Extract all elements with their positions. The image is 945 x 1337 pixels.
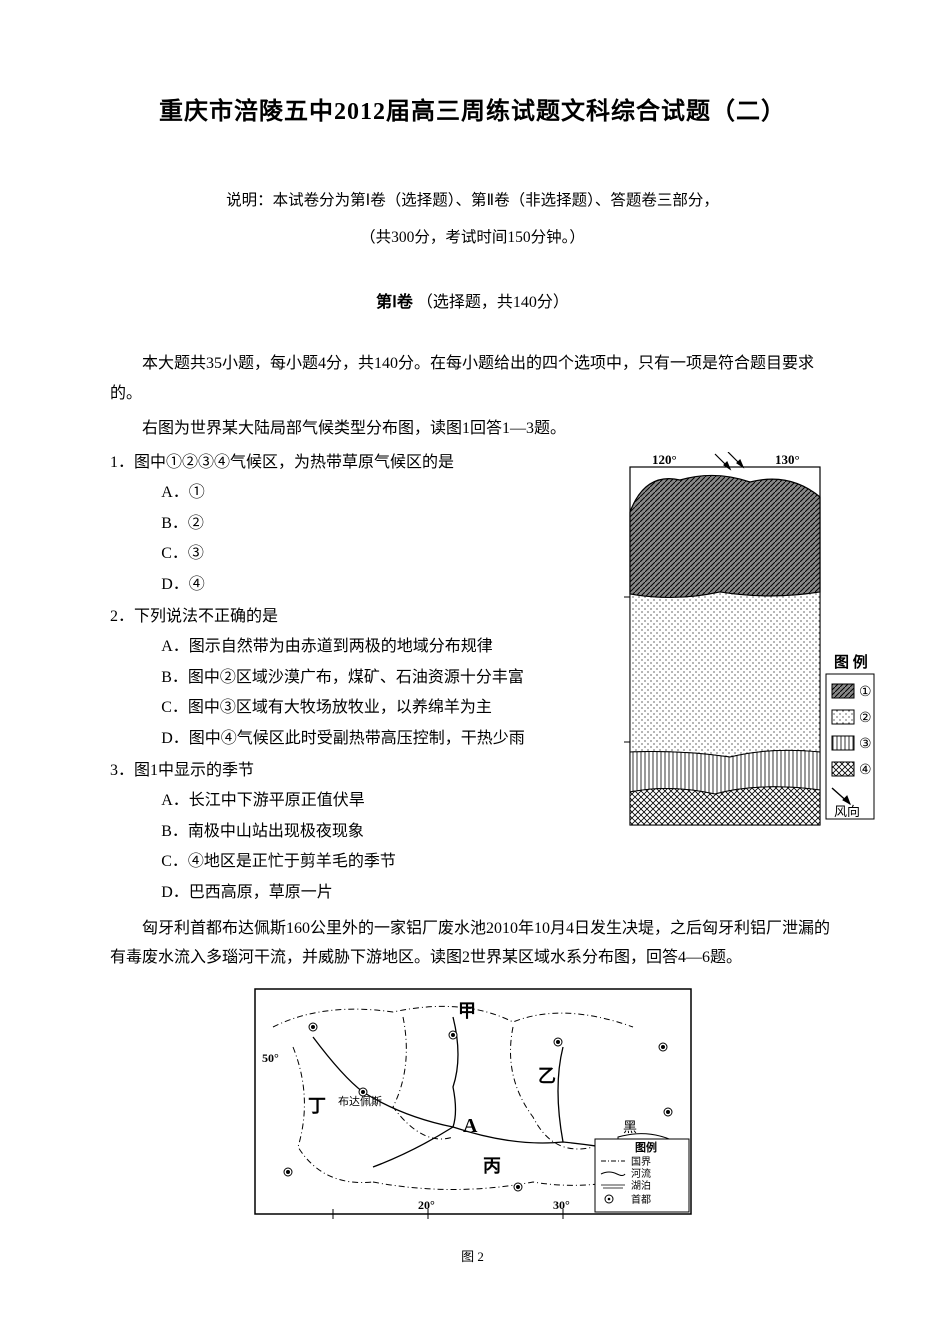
q2-stem: 2．下列说法不正确的是: [110, 602, 550, 632]
fig1-legend-4: ④: [859, 763, 872, 778]
exam-title: 重庆市涪陵五中2012届高三周练试题文科综合试题（二）: [110, 90, 835, 136]
q2-option-c: C．图中③区域有大牧场放牧业，以养绵羊为主: [161, 693, 550, 723]
figure-1-climate-map: 120° 130° 20° 30°: [620, 452, 875, 842]
q1-stem: 1．图中①②③④气候区，为热带草原气候区的是: [110, 448, 550, 478]
fig2-lat-50: 50°: [262, 1051, 279, 1065]
q1-option-c: C．③: [161, 539, 550, 569]
fig1-legend-wind-icon: [832, 788, 850, 804]
fig1-legend-title: 图 例: [834, 653, 868, 671]
fig2-legend-capital: 首都: [631, 1193, 651, 1206]
question-3: 3．图1中显示的季节 A．长江中下游平原正值伏旱 B．南极中山站出现极夜现象 C…: [110, 756, 550, 908]
fig1-lon-left: 120°: [652, 452, 677, 467]
context-2: 匈牙利首都布达佩斯160公里外的一家铝厂废水池2010年10月4日发生决堤，之后…: [110, 914, 835, 973]
questions-with-figure: 右图为世界某大陆局部气候类型分布图，读图1回答1—3题。 120° 130° 2…: [110, 414, 835, 908]
fig2-lon-30: 30°: [553, 1198, 570, 1212]
q3-option-d: D．巴西高原，草原一片: [161, 878, 550, 908]
q2-option-d: D．图中④气候区此时受副热带高压控制，干热少雨: [161, 724, 550, 754]
fig2-label-a: A: [463, 1115, 478, 1137]
q3-option-c: C．④地区是正忙于剪羊毛的季节: [161, 847, 550, 877]
figure-2-river-map: 50° 10° 20° 30° 黑 海: [253, 987, 693, 1232]
fig1-zone-2: [630, 592, 820, 757]
fig2-label-sea-1: 黑: [623, 1121, 637, 1136]
question-2: 2．下列说法不正确的是 A．图示自然带为由赤道到两极的地域分布规律 B．图中②区…: [110, 602, 550, 754]
instructions-line-1: 说明：本试卷分为第Ⅰ卷（选择题）、第Ⅱ卷（非选择题）、答题卷三部分，: [110, 186, 835, 215]
q2-option-a: A．图示自然带为由赤道到两极的地域分布规律: [161, 632, 550, 662]
fig1-zone-4: [630, 786, 820, 824]
fig2-label-jia: 甲: [458, 1001, 476, 1021]
section-1-label: 第Ⅰ卷: [376, 294, 413, 311]
section-1-sub: （选择题，共140分）: [417, 294, 569, 311]
fig2-legend-river: 河流: [631, 1167, 651, 1180]
q1-option-a: A．①: [161, 478, 550, 508]
fig2-legend-lake: 湖泊: [631, 1180, 651, 1192]
fig2-label-ding: 丁: [308, 1096, 326, 1116]
instructions-line-2: （共300分，考试时间150分钟。）: [110, 223, 835, 252]
q2-option-b: B．图中②区域沙漠广布，煤矿、石油资源十分丰富: [161, 663, 550, 693]
fig2-label-yi: 乙: [538, 1066, 556, 1086]
fig1-lon-right: 130°: [775, 452, 800, 467]
q1-option-b: B．②: [161, 509, 550, 539]
q1-option-d: D．④: [161, 570, 550, 600]
section-1-header: 第Ⅰ卷 （选择题，共140分）: [110, 288, 835, 318]
fig2-label-budapest: 布达佩斯: [338, 1094, 382, 1108]
fig1-legend-3: ③: [859, 737, 872, 752]
q3-option-a: A．长江中下游平原正值伏旱: [161, 786, 550, 816]
context-1: 右图为世界某大陆局部气候类型分布图，读图1回答1—3题。: [110, 414, 835, 444]
figure-2-wrap: 50° 10° 20° 30° 黑 海: [110, 987, 835, 1270]
question-1: 1．图中①②③④气候区，为热带草原气候区的是 A．① B．② C．③ D．④: [110, 448, 550, 600]
fig1-legend-wind: 风向: [834, 804, 860, 819]
fig2-legend-border: 国界: [631, 1156, 651, 1168]
question-text-column: 1．图中①②③④气候区，为热带草原气候区的是 A．① B．② C．③ D．④ 2…: [110, 448, 550, 908]
q3-stem: 3．图1中显示的季节: [110, 756, 550, 786]
fig2-label-bing: 丙: [483, 1156, 501, 1176]
fig1-zone-1: [630, 475, 820, 597]
fig2-lon-20: 20°: [418, 1198, 435, 1212]
fig1-legend-2: ②: [859, 711, 872, 726]
figure-2-caption: 图 2: [110, 1245, 835, 1270]
fig1-legend-1: ①: [859, 685, 872, 700]
fig2-legend: 图例 国界 河流 湖泊 首都: [595, 1139, 689, 1212]
intro-paragraph: 本大题共35小题，每小题4分，共140分。在每小题给出的四个选项中，只有一项是符…: [110, 349, 835, 410]
fig2-legend-title: 图例: [635, 1140, 657, 1154]
q3-option-b: B．南极中山站出现极夜现象: [161, 817, 550, 847]
